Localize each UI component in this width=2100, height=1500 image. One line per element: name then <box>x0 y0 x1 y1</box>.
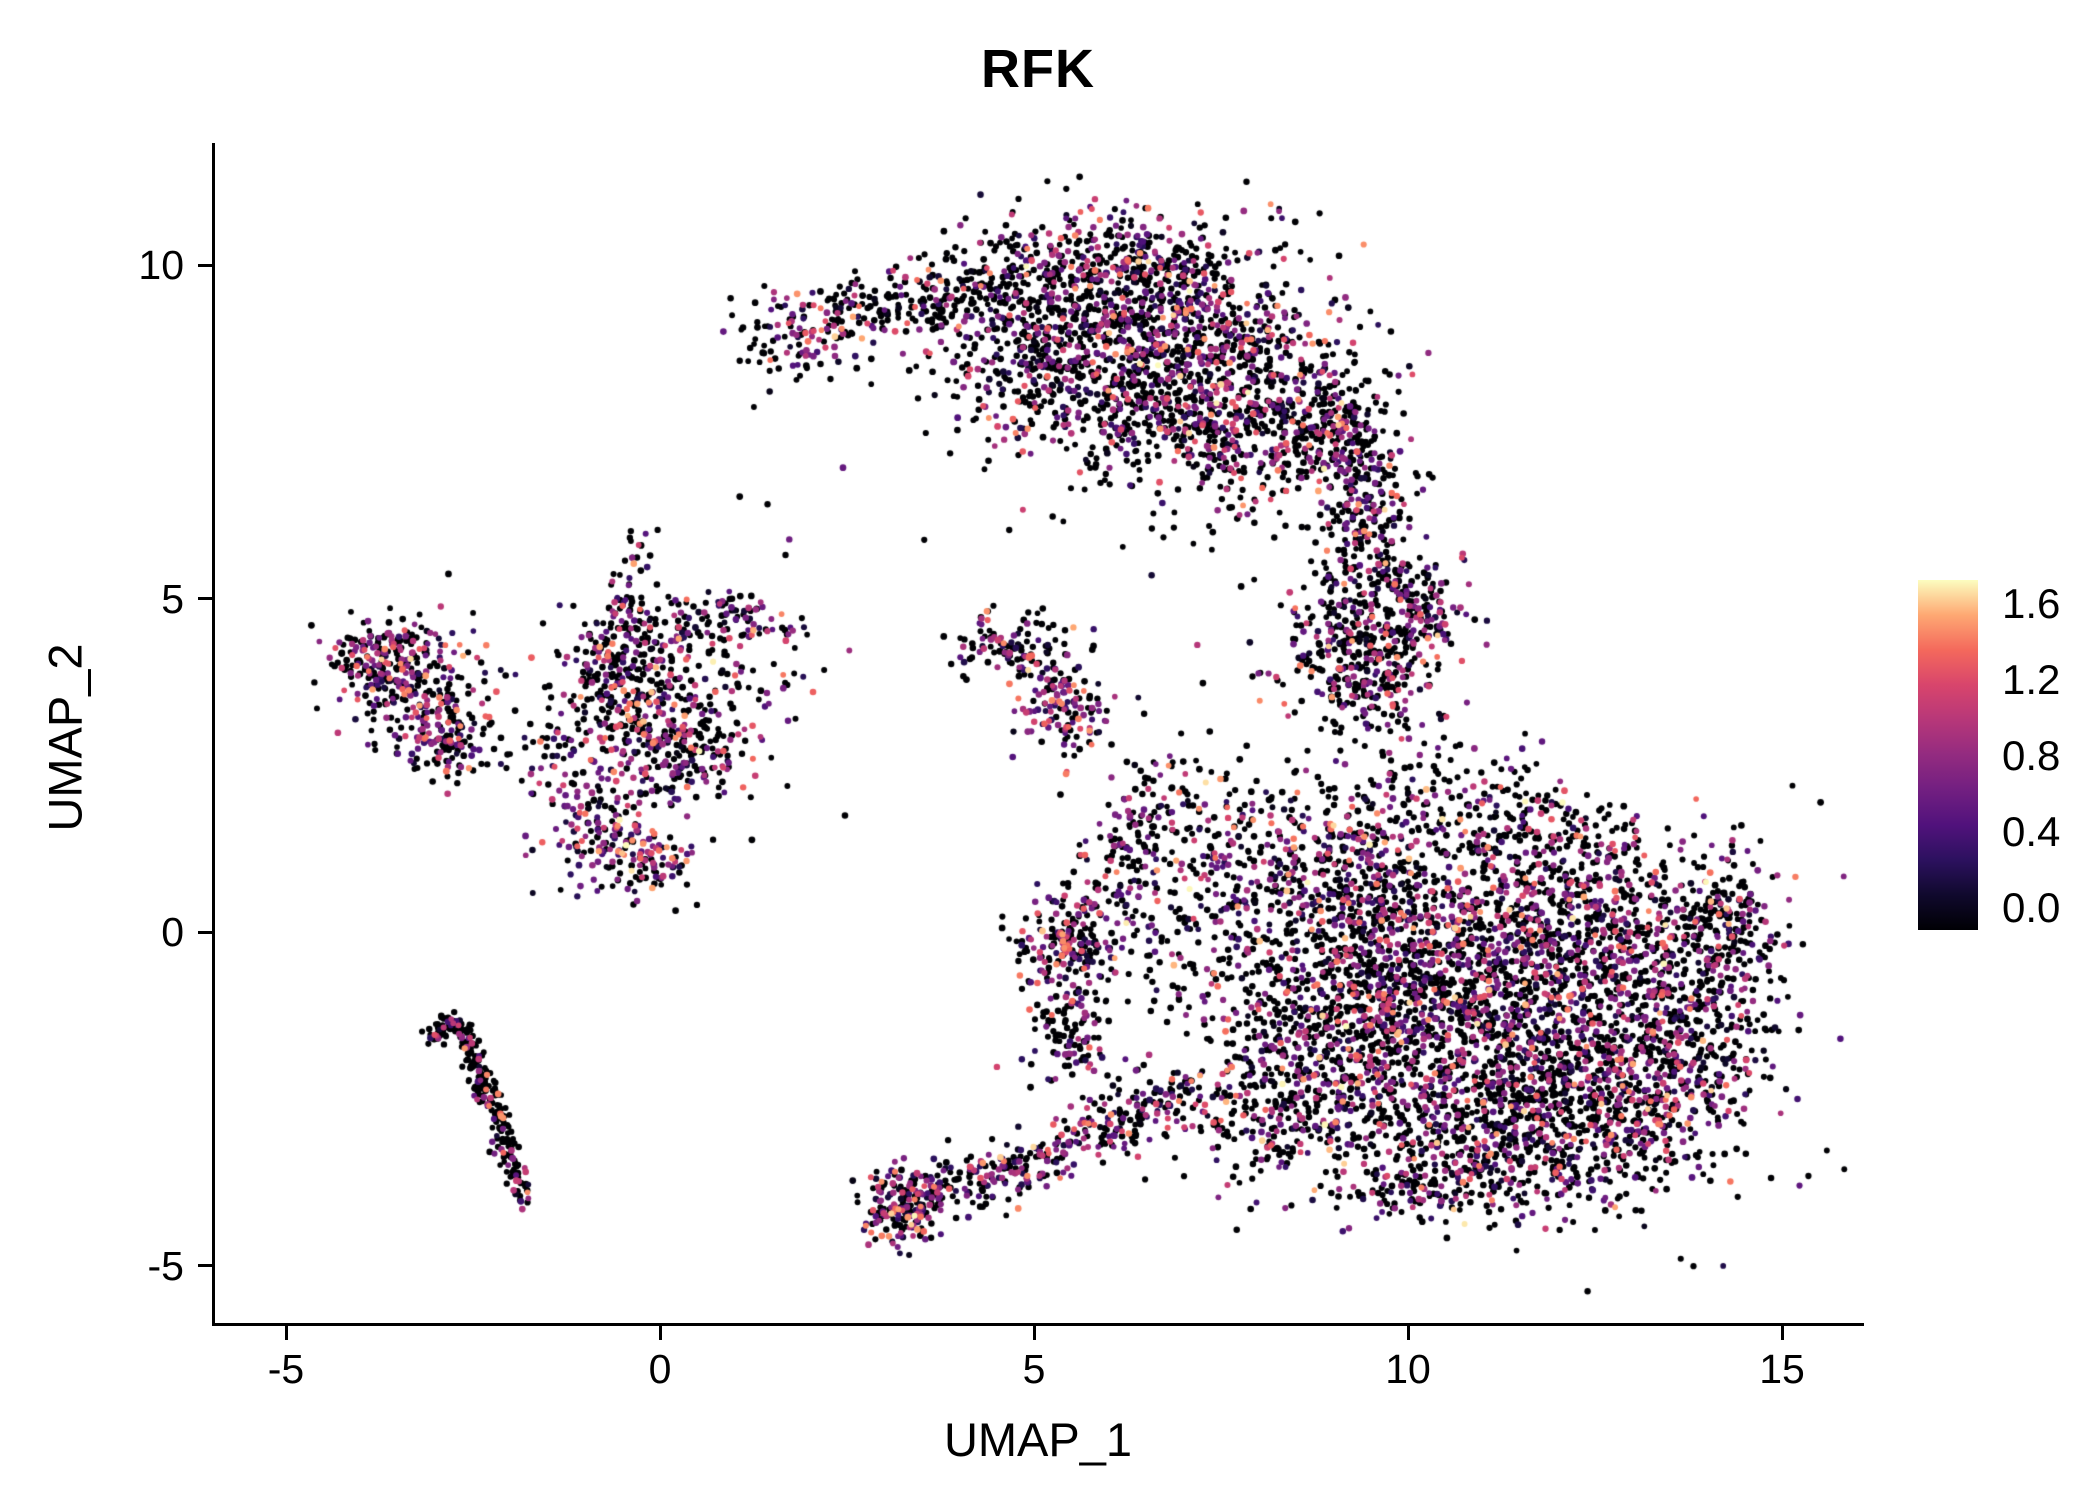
colorbar-tick-label: 0.8 <box>2002 732 2061 779</box>
colorbar-tick-label: 0.0 <box>2002 884 2061 931</box>
y-tick-mark <box>198 930 212 934</box>
x-tick-mark <box>284 1326 288 1340</box>
y-axis-title: UMAP_2 <box>38 643 92 832</box>
colorbar-legend <box>1918 580 1978 930</box>
chart-title: RFK <box>981 39 1095 99</box>
plot-panel <box>212 143 1864 1326</box>
y-tick-label: 0 <box>161 909 184 955</box>
x-axis-title: UMAP_1 <box>943 1413 1133 1466</box>
x-tick-mark <box>1032 1326 1036 1340</box>
y-tick-mark <box>198 1264 212 1267</box>
x-tick-label: 5 <box>1022 1346 1046 1392</box>
colorbar-tick-label: 0.4 <box>2002 808 2061 855</box>
y-tick-mark <box>198 263 212 267</box>
y-tick-mark <box>198 597 212 600</box>
y-tick-label: 10 <box>138 242 184 288</box>
x-tick-mark <box>1406 1326 1410 1340</box>
y-tick-label: 5 <box>161 575 184 622</box>
x-tick-mark <box>1780 1326 1784 1340</box>
x-tick-label: 10 <box>1385 1346 1431 1392</box>
y-tick-label: -5 <box>147 1242 184 1289</box>
colorbar-tick-label: 1.2 <box>2002 656 2061 703</box>
x-tick-label: 15 <box>1759 1346 1805 1392</box>
x-tick-mark <box>658 1326 662 1340</box>
x-tick-label: 0 <box>648 1346 672 1392</box>
x-tick-label: -5 <box>267 1346 305 1392</box>
colorbar-tick-label: 1.6 <box>2002 580 2061 627</box>
